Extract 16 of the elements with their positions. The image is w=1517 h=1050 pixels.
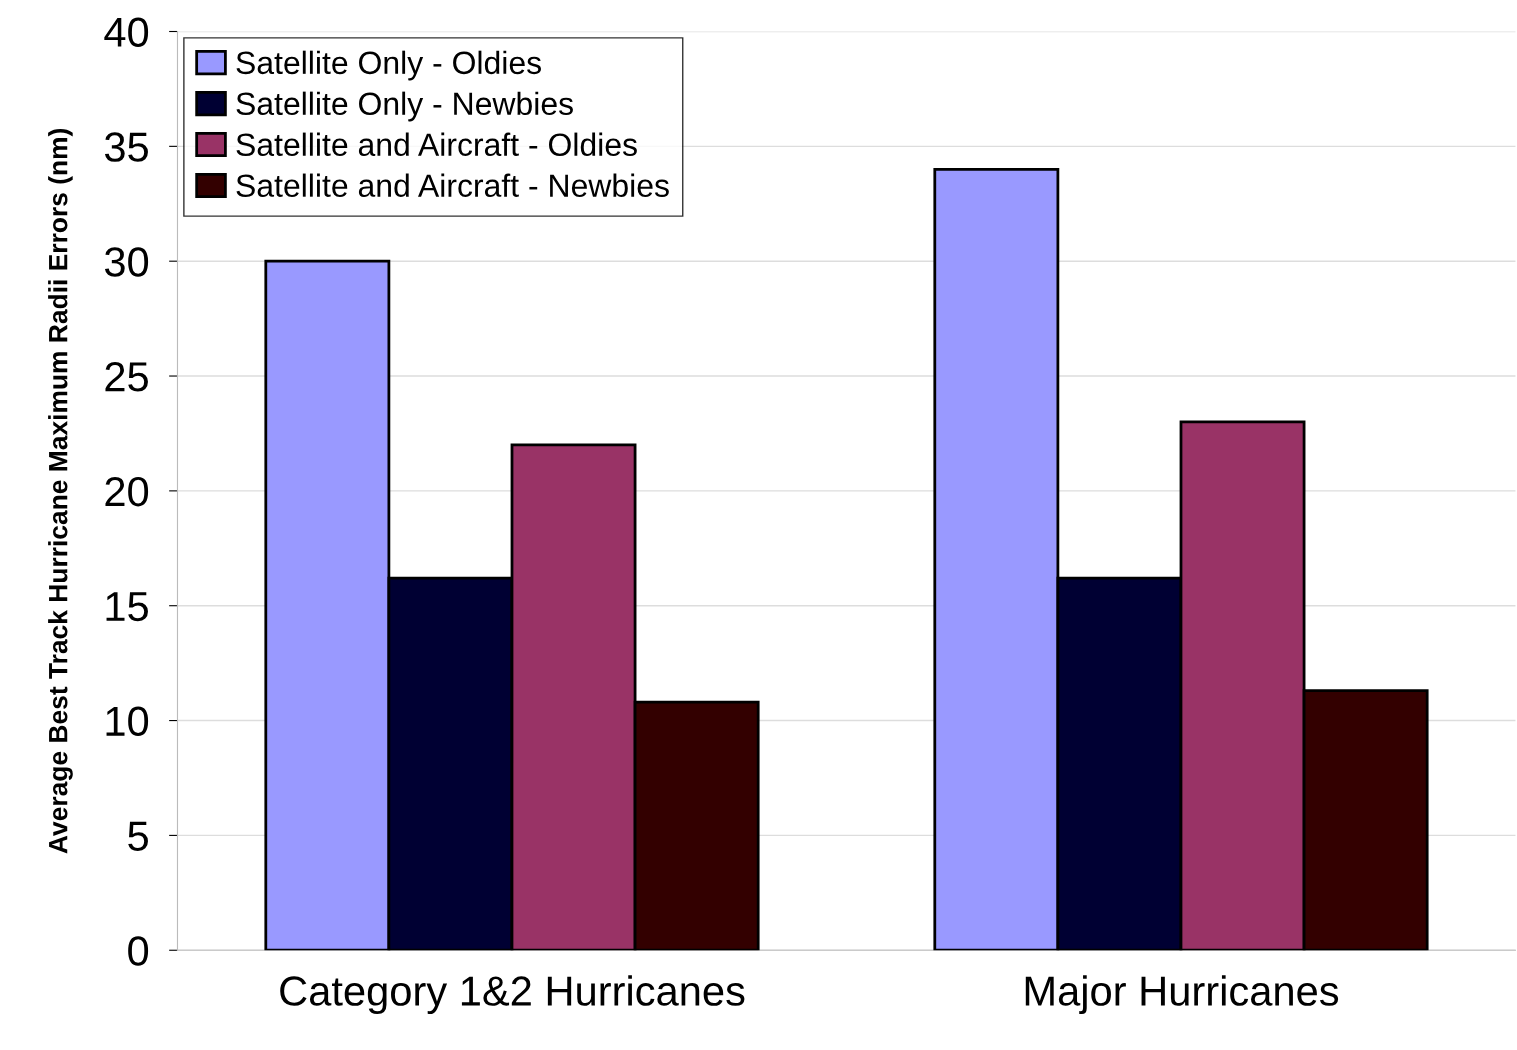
x-tick-label: Major Hurricanes	[1025, 975, 1339, 1015]
legend-label: Satellite Only - Oldies	[236, 50, 541, 81]
y-tick-label: 30	[104, 247, 149, 277]
y-axis-title: Average Best Track Hurricane Maximum Radii Errors (nm)	[48, 128, 73, 854]
legend-label: Satellite and Aircraft - Newbies	[236, 173, 669, 198]
y-tick-label: 0	[128, 936, 149, 966]
y-tick-label: 10	[106, 706, 149, 737]
legend-label: Satellite and Aircraft - Oldies	[236, 132, 637, 157]
y-tick-label: 15	[106, 592, 148, 622]
y-tick-label: 35	[104, 132, 148, 162]
y-tick-label: 5	[128, 821, 148, 851]
y-tick-label: 40	[104, 17, 149, 48]
y-tick-label: 20	[105, 476, 149, 507]
y-tick-label: 25	[105, 362, 148, 392]
legend-label: Satellite Only - Newbies	[236, 91, 573, 122]
x-tick-label: Category 1&2 Hurricanes	[280, 975, 745, 1015]
